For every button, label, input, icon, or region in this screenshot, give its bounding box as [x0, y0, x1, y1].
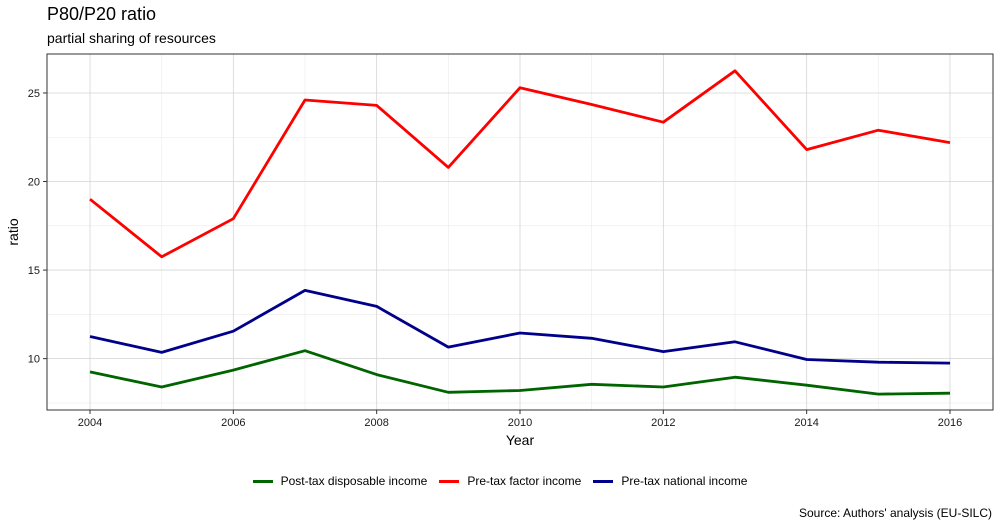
series-line — [89, 349, 951, 396]
x-axis-label: Year — [506, 432, 535, 448]
legend-key — [439, 479, 460, 483]
legend-label: Pre-tax national income — [621, 474, 748, 488]
chart-title: P80/P20 ratio — [47, 4, 157, 24]
y-tick-label: 15 — [28, 265, 40, 277]
x-tick-label: 2004 — [78, 417, 102, 429]
x-tick-label: 2014 — [794, 417, 818, 429]
x-tick-label: 2012 — [651, 417, 675, 429]
legend-key — [593, 479, 614, 483]
axes: 10 15 20 25 2004 2006 2008 2010 2012 2014 2016 — [28, 88, 962, 429]
x-tick-label: 2010 — [508, 417, 532, 429]
legend-key — [252, 479, 273, 483]
series-line — [89, 69, 951, 259]
source-caption: Source: Authors' analysis (EU-SILC) — [798, 506, 992, 520]
x-tick-label: 2016 — [938, 417, 962, 429]
x-tick-label: 2008 — [364, 417, 388, 429]
legend-item: Post-tax disposable income — [252, 474, 428, 488]
y-tick-label: 20 — [28, 177, 40, 189]
minor-gridlines — [47, 54, 993, 410]
y-tick-label: 25 — [28, 88, 40, 100]
y-axis-label: ratio — [5, 218, 21, 245]
major-gridlines — [47, 54, 993, 410]
y-tick-label: 10 — [28, 354, 40, 366]
x-tick-label: 2006 — [221, 417, 245, 429]
legend-label: Post-tax disposable income — [280, 474, 428, 488]
legend-item: Pre-tax factor income — [439, 474, 581, 488]
legend-item: Pre-tax national income — [593, 474, 747, 488]
series-line — [89, 288, 951, 365]
series-lines — [89, 69, 951, 396]
chart-subtitle: partial sharing of resources — [47, 30, 216, 46]
legend: Post-tax disposable income Pre-tax factor… — [0, 474, 1000, 488]
legend-label: Pre-tax factor income — [467, 474, 582, 488]
